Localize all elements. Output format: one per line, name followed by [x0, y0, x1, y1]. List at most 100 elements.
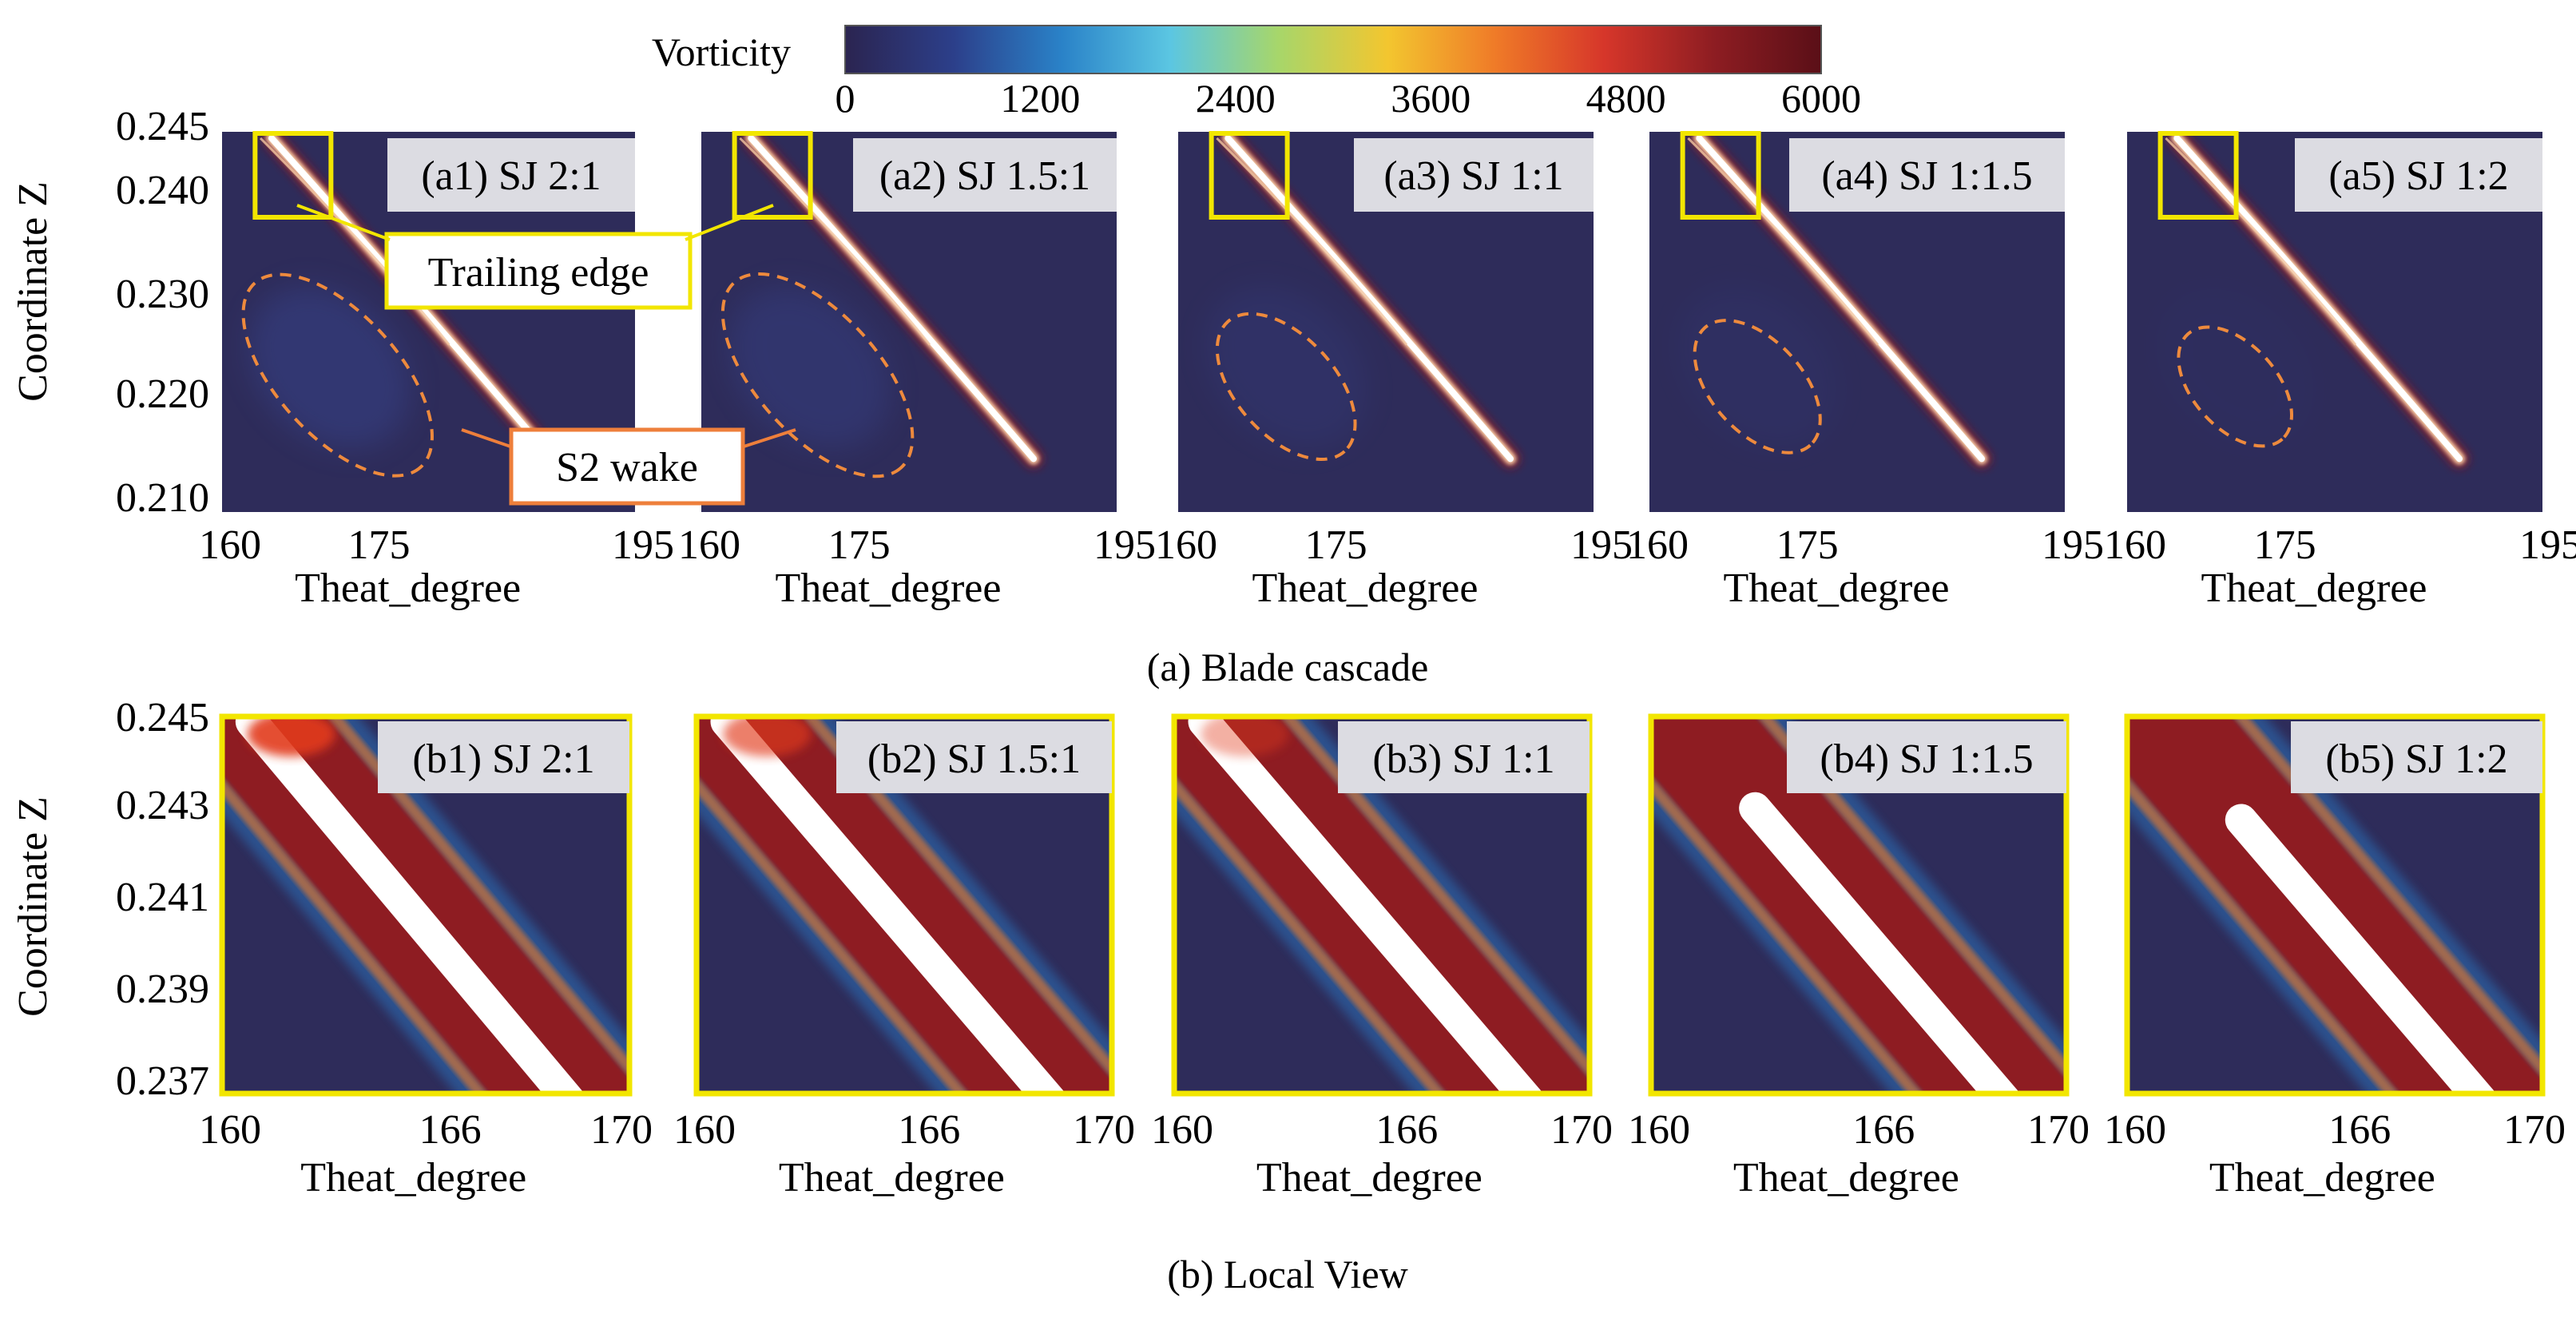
x-axis-label: Theat_degree — [1733, 1155, 1959, 1201]
panel-label: (a4) SJ 1:1.5 — [1821, 153, 2032, 199]
panel-label-bg — [1787, 721, 2066, 793]
colorbar-tick-label: 0 — [836, 76, 855, 121]
s2-wake-arrow-left — [461, 428, 514, 449]
trailing-edge-box — [1680, 131, 1761, 220]
panel-label: (b5) SJ 1:2 — [2325, 736, 2507, 782]
x-tick-label: 160 — [199, 1107, 261, 1153]
colorbar-tick-label: 6000 — [1781, 76, 1861, 121]
x-tick-label: 160 — [1151, 1107, 1213, 1153]
x-axis-label: Theat_degree — [1724, 566, 1950, 611]
y-tick-label: 0.245 — [116, 104, 209, 149]
row-a-ylabel: Coordinate Z — [10, 181, 56, 402]
panel-a3: (a3) SJ 1:1 160 175 195 Theat_degree — [1155, 131, 1633, 611]
colorbar-tick-label: 3600 — [1391, 76, 1471, 121]
blade-core — [1224, 135, 1514, 463]
blade-edge-line — [1216, 137, 1408, 346]
panel-label: (b3) SJ 1:1 — [1372, 736, 1554, 782]
colorbar — [844, 25, 1822, 74]
blade-core — [748, 135, 1037, 463]
trailing-edge-hotspot — [723, 717, 812, 756]
x-tick-label: 160 — [673, 1107, 736, 1153]
s2-wake-label: S2 wake — [556, 445, 698, 490]
wake-haze — [1205, 287, 1367, 449]
local-view-border — [219, 713, 633, 1097]
row-b-caption: (b) Local View — [1167, 1252, 1408, 1296]
s2-wake-arrow-right — [740, 428, 796, 449]
vortex-band-edge — [1219, 717, 1590, 1087]
y-tick-label: 0.239 — [116, 967, 209, 1012]
row-b-yticks: 0.245 0.243 0.241 0.239 0.237 — [116, 695, 209, 1104]
blade-core — [235, 717, 597, 1094]
panel-a2: (a2) SJ 1.5:1 160 175 195 Theat_degree — [678, 131, 1156, 611]
panel-b1: (b1) SJ 2:1 160 166 170 Theat_degree — [199, 713, 653, 1201]
x-tick-label: 166 — [898, 1107, 960, 1153]
x-tick-label: 175 — [2254, 522, 2316, 568]
x-tick-label: 195 — [612, 522, 674, 568]
wake-haze — [248, 287, 411, 448]
panel-label-bg — [378, 721, 629, 793]
vortex-band-edge — [1174, 723, 1507, 1094]
trailing-edge-callout — [384, 232, 693, 310]
panel-label-bg — [1338, 721, 1590, 793]
panel-b2: (b2) SJ 1.5:1 160 166 170 Theat_degree — [673, 713, 1135, 1201]
y-tick-label: 0.230 — [116, 272, 209, 317]
x-tick-label: 195 — [2042, 522, 2104, 568]
trailing-edge-box — [1209, 131, 1290, 220]
blade-core — [2225, 804, 2510, 1094]
x-tick-label: 175 — [1776, 522, 1839, 568]
x-axis-label: Theat_degree — [295, 566, 521, 611]
colorbar-tick-label: 4800 — [1586, 76, 1666, 121]
vortex-band-edge — [2172, 717, 2542, 1087]
s2-wake-ellipse — [2177, 325, 2294, 448]
y-tick-label: 0.240 — [116, 168, 209, 213]
wake-haze — [728, 287, 891, 449]
panel-label: (a3) SJ 1:1 — [1383, 153, 1563, 199]
y-tick-label: 0.241 — [116, 875, 209, 920]
x-tick-label: 166 — [1375, 1107, 1438, 1153]
x-tick-label: 195 — [1094, 522, 1156, 568]
blade-core — [1739, 792, 2034, 1094]
trailing-edge-arrow-right — [685, 204, 774, 241]
panel-label-bg — [836, 721, 1112, 793]
blade-core — [710, 717, 1079, 1094]
wake-haze — [1677, 287, 1839, 449]
panel-a1: (a1) SJ 2:1 160 175 195 Theat_degree — [199, 131, 674, 611]
x-tick-label: 175 — [1305, 522, 1367, 568]
y-tick-label: 0.243 — [116, 783, 209, 828]
s2-wake-ellipse — [1215, 312, 1357, 462]
panel-label: (a2) SJ 1.5:1 — [879, 153, 1090, 199]
x-tick-label: 166 — [2328, 1107, 2391, 1153]
vortex-band-edge — [222, 722, 547, 1094]
x-axis-label: Theat_degree — [776, 566, 1002, 611]
panel-label: (a5) SJ 1:2 — [2328, 153, 2508, 199]
x-tick-label: 170 — [1550, 1107, 1613, 1153]
row-a-caption: (a) Blade cascade — [1147, 645, 1429, 689]
row-a-yticks: 0.245 0.240 0.230 0.220 0.210 — [116, 104, 209, 521]
x-tick-label: 166 — [419, 1107, 482, 1153]
colorbar-ticks: 0 1200 2400 3600 4800 6000 — [836, 76, 1862, 121]
x-axis-label: Theat_degree — [1256, 1155, 1482, 1201]
x-tick-label: 160 — [2104, 522, 2166, 568]
panel-b4: (b4) SJ 1:1.5 160 166 170 Theat_degree — [1628, 713, 2090, 1201]
local-view-border — [693, 713, 1115, 1097]
x-tick-label: 166 — [1852, 1107, 1915, 1153]
x-tick-label: 170 — [2503, 1107, 2566, 1153]
annotations: Trailing edge S2 wake — [296, 204, 796, 506]
trailing-edge-hotspot — [247, 717, 335, 756]
s2-wake-ellipse — [1693, 319, 1822, 455]
x-tick-label: 175 — [828, 522, 891, 568]
panel-a5: (a5) SJ 1:2 160 175 195 Theat_degree — [2104, 131, 2576, 611]
panel-label: (b4) SJ 1:1.5 — [1820, 736, 2033, 782]
local-view-border — [2124, 713, 2546, 1097]
x-tick-label: 160 — [678, 522, 740, 568]
panel-label: (a1) SJ 2:1 — [421, 153, 601, 199]
vortex-band-edge — [2127, 723, 2460, 1094]
y-tick-label: 0.245 — [116, 695, 209, 740]
local-view-border — [1171, 713, 1593, 1097]
trailing-edge-arrow-left — [296, 204, 391, 241]
x-tick-label: 160 — [2104, 1107, 2166, 1153]
panel-b5: (b5) SJ 1:2 160 166 170 Theat_degree — [2104, 713, 2566, 1201]
blade-core — [1696, 135, 1985, 463]
trailing-edge-box — [252, 131, 334, 220]
